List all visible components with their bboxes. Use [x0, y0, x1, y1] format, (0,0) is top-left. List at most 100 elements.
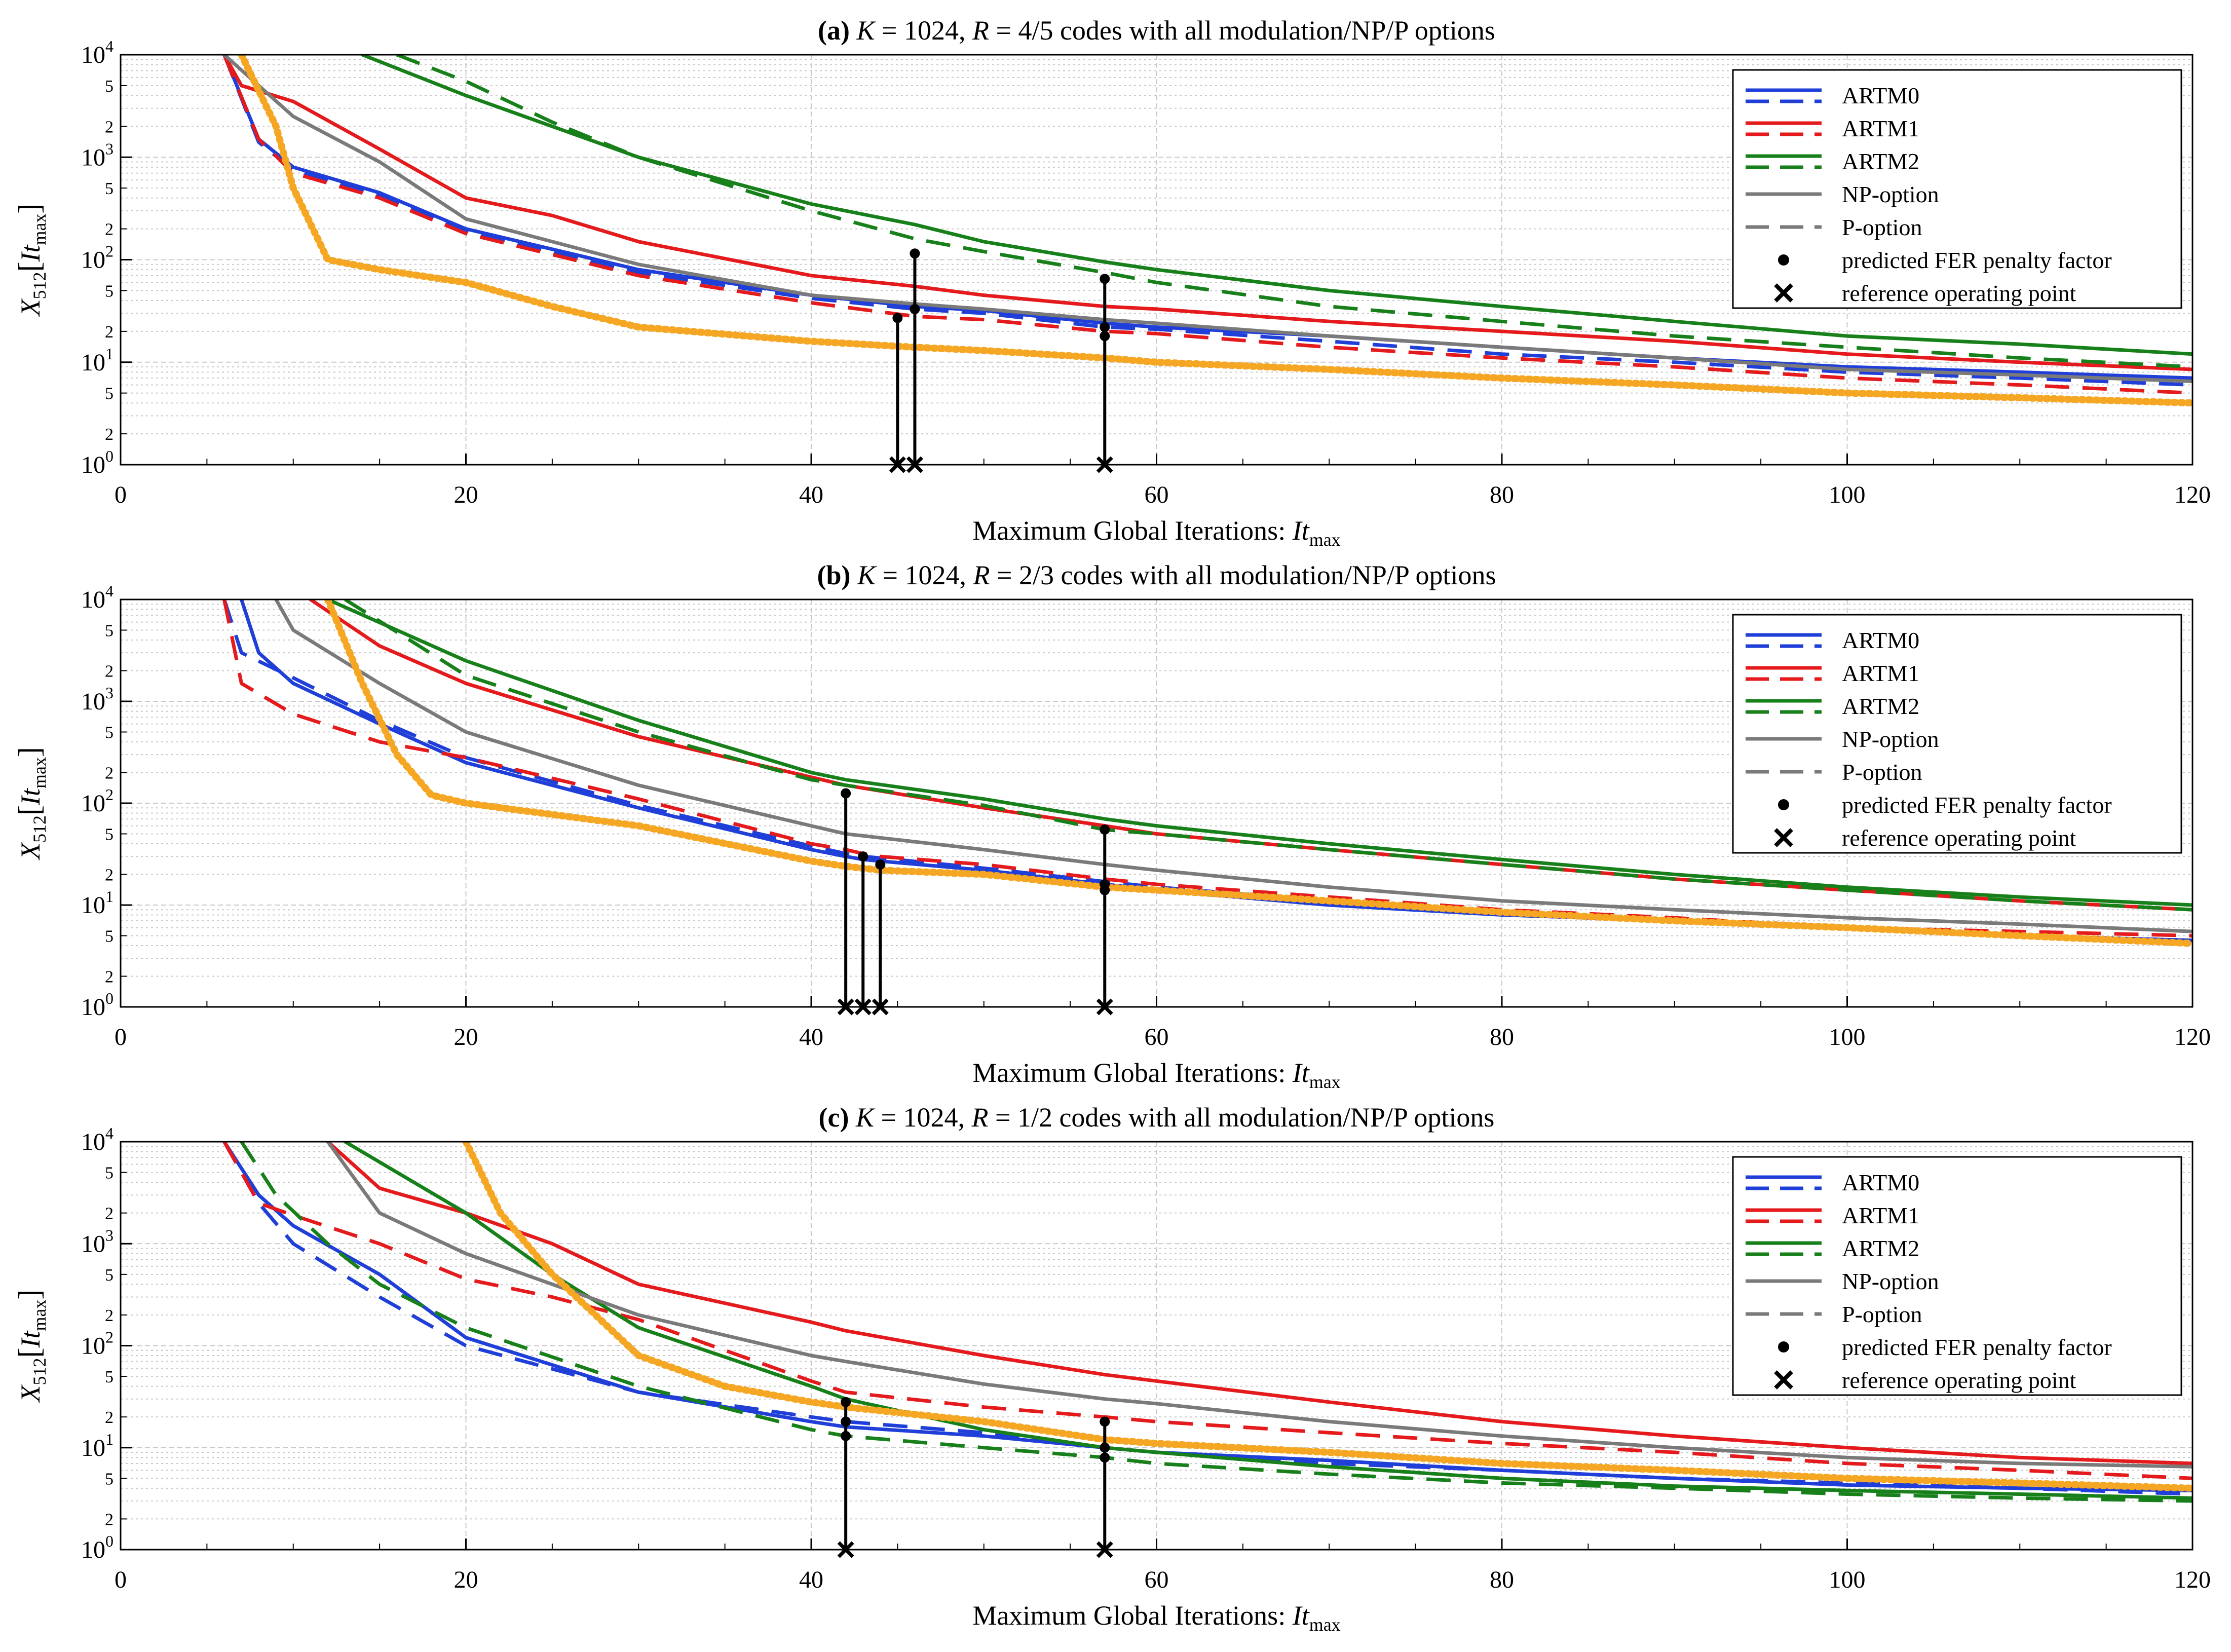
series-group: [222, 599, 2192, 947]
x-tick-label: 0: [115, 1024, 127, 1050]
legend-swatch-cross: [1774, 1370, 1793, 1390]
y-tick-label: 104: [81, 1124, 114, 1155]
legend-label-p-option: P-option: [1842, 214, 1922, 240]
x-tick-label: 120: [2174, 1024, 2211, 1050]
x-tick-label: 120: [2174, 481, 2211, 508]
x-tick-label: 100: [1829, 481, 1866, 508]
y-tick-label: 103: [81, 684, 114, 715]
y-axis-label: X512[Itmax]: [13, 1290, 50, 1403]
legend-swatch-dot: [1778, 1341, 1789, 1353]
x-tick-label: 40: [799, 1566, 823, 1593]
y-axis: 100 101 102 103 104 2 5 2 5 2 5 2 5: [81, 582, 132, 1021]
y-minor-tick-label: 5: [105, 927, 114, 946]
y-tick-label: 100: [81, 1532, 114, 1563]
chart-title: (c) K = 1024, R = 1/2 codes with all mod…: [819, 1102, 1495, 1133]
y-tick-label: 104: [81, 37, 114, 68]
y-tick-label: 101: [81, 345, 114, 376]
y-axis: 100 101 102 103 104 2 5 2 5 2 5 2 5: [81, 1124, 132, 1563]
legend-label-artm2: ARTM2: [1842, 148, 1919, 174]
legend-label-artm1: ARTM1: [1842, 660, 1919, 686]
legend-label-np-option: NP-option: [1842, 726, 1939, 752]
penalty-dot: [892, 313, 903, 323]
x-tick-label: 40: [799, 481, 823, 508]
y-tick-label: 104: [81, 582, 114, 613]
x-tick-label: 40: [799, 1024, 823, 1050]
legend-label-reference-operating-point: reference operating point: [1842, 280, 2076, 306]
y-tick-label: 100: [81, 447, 114, 478]
y-tick-label: 103: [81, 139, 114, 171]
penalty-dot: [841, 788, 851, 799]
series-line-artm0-np: [222, 1142, 2192, 1492]
y-minor-tick-label: 5: [105, 1470, 114, 1488]
legend-label-artm0: ARTM0: [1842, 1170, 1919, 1195]
series-line-artm0-p: [222, 1142, 2192, 1496]
x-tick-label: 0: [115, 481, 127, 508]
y-tick-label: 100: [81, 989, 114, 1021]
legend-label-artm0: ARTM0: [1842, 627, 1919, 653]
y-minor-tick-label: 5: [105, 825, 114, 844]
series-line-artm1-np: [222, 55, 2192, 371]
y-minor-tick-label: 2: [105, 662, 114, 681]
legend-label-np-option: NP-option: [1842, 1268, 1939, 1294]
series-line-artm1-p: [222, 55, 2192, 395]
x-tick-label: 60: [1145, 481, 1169, 508]
penalty-dot: [910, 304, 920, 314]
penalty-dot: [1100, 1452, 1110, 1463]
legend-label-reference-operating-point: reference operating point: [1842, 1367, 2076, 1393]
x-tick-label: 120: [2174, 1566, 2211, 1593]
penalty-dot: [1100, 1416, 1110, 1427]
y-minor-tick-label: 2: [105, 425, 114, 444]
y-tick-label: 101: [81, 887, 114, 919]
x-tick-label: 80: [1490, 1566, 1514, 1593]
chart-panel-0: 100 101 102 103 104 2 5 2 5 2 5 2 5 0 20 40 60 80 100 120 Ma…: [13, 15, 2211, 550]
series-line-np-option-np: [274, 599, 2192, 933]
y-axis-label: X512[Itmax]: [13, 747, 50, 860]
penalty-dot: [875, 859, 886, 870]
legend-box: [1732, 69, 2182, 309]
chart-panel-2: 100 101 102 103 104 2 5 2 5 2 5 2 5 0 20 40 60 80 100 120 Ma…: [13, 1102, 2211, 1635]
series-line-artm2-np: [326, 599, 2192, 907]
x-tick-label: 20: [454, 1566, 478, 1593]
legend-label-predicted-fer-penalty-factor: predicted FER penalty factor: [1842, 247, 2112, 273]
y-tick-label: 102: [81, 785, 114, 817]
x-tick-label: 60: [1145, 1024, 1169, 1050]
legend-box: [1732, 1156, 2182, 1396]
chart-panel-1: 100 101 102 103 104 2 5 2 5 2 5 2 5 0 20 40 60 80 100 120 Ma…: [13, 560, 2211, 1092]
y-minor-tick-label: 2: [105, 1408, 114, 1427]
series-line-artm2-p: [396, 55, 2192, 369]
y-tick-label: 102: [81, 242, 114, 274]
grid: [121, 599, 2192, 1007]
grid: [121, 55, 2192, 465]
penalty-dot: [1100, 1442, 1110, 1453]
legend-label-artm2: ARTM2: [1842, 693, 1919, 719]
x-axis-label: Maximum Global Iterations: Itmax: [972, 1058, 1340, 1092]
x-tick-label: 100: [1829, 1566, 1866, 1593]
legend-label-reference-operating-point: reference operating point: [1842, 825, 2076, 851]
penalty-dot: [1100, 322, 1110, 332]
y-minor-tick-label: 2: [105, 967, 114, 986]
x-tick-label: 80: [1490, 481, 1514, 508]
series-line-artm1-np: [326, 1142, 2192, 1466]
y-minor-tick-label: 5: [105, 282, 114, 301]
legend-label-artm1: ARTM1: [1842, 116, 1919, 141]
legend: ARTM0 ARTM1 ARTM2 NP-option P-option predicte…: [1732, 69, 2182, 309]
series-line-artm1-p: [222, 1142, 2192, 1480]
series-line-artm2-np: [360, 55, 2192, 356]
penalty-dot: [841, 1431, 851, 1441]
y-minor-tick-label: 5: [105, 179, 114, 198]
legend-label-artm1: ARTM1: [1842, 1203, 1919, 1228]
penalty-dot: [841, 1397, 851, 1407]
y-minor-tick-label: 2: [105, 866, 114, 884]
legend-swatch-cross: [1774, 828, 1793, 847]
legend-swatch-dot: [1778, 254, 1789, 266]
series-line-artm0-p: [222, 55, 2192, 387]
x-axis: 0 20 40 60 80 100 120: [115, 454, 2211, 508]
series-line-np-option-np: [222, 55, 2192, 384]
y-minor-tick-label: 2: [105, 1306, 114, 1325]
legend-swatch-cross: [1774, 283, 1793, 303]
penalty-dot: [841, 1416, 851, 1427]
y-minor-tick-label: 5: [105, 622, 114, 641]
x-axis-label: Maximum Global Iterations: Itmax: [972, 515, 1340, 550]
series-line-np-option-np: [326, 1142, 2192, 1469]
